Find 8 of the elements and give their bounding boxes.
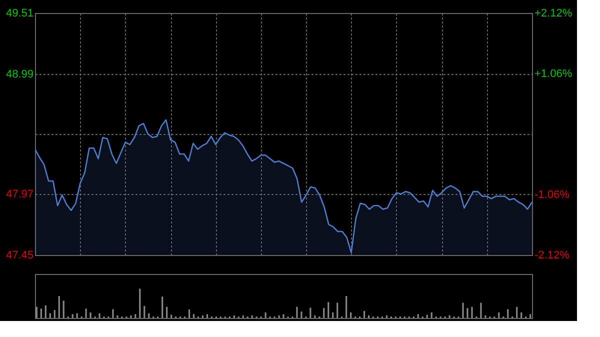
y-tick-label: 47.97 [6, 188, 34, 200]
y-tick-label: 47.45 [6, 250, 34, 262]
y2-tick-label: +1.06% [534, 68, 572, 80]
y2-tick-label: -1.06% [534, 189, 570, 201]
y2-tick-label: -2.12% [534, 250, 570, 262]
y2-tick-label: +2.12% [534, 8, 572, 20]
y-tick-label: 49.51 [6, 8, 34, 20]
y-tick-label: 48.99 [6, 68, 34, 81]
